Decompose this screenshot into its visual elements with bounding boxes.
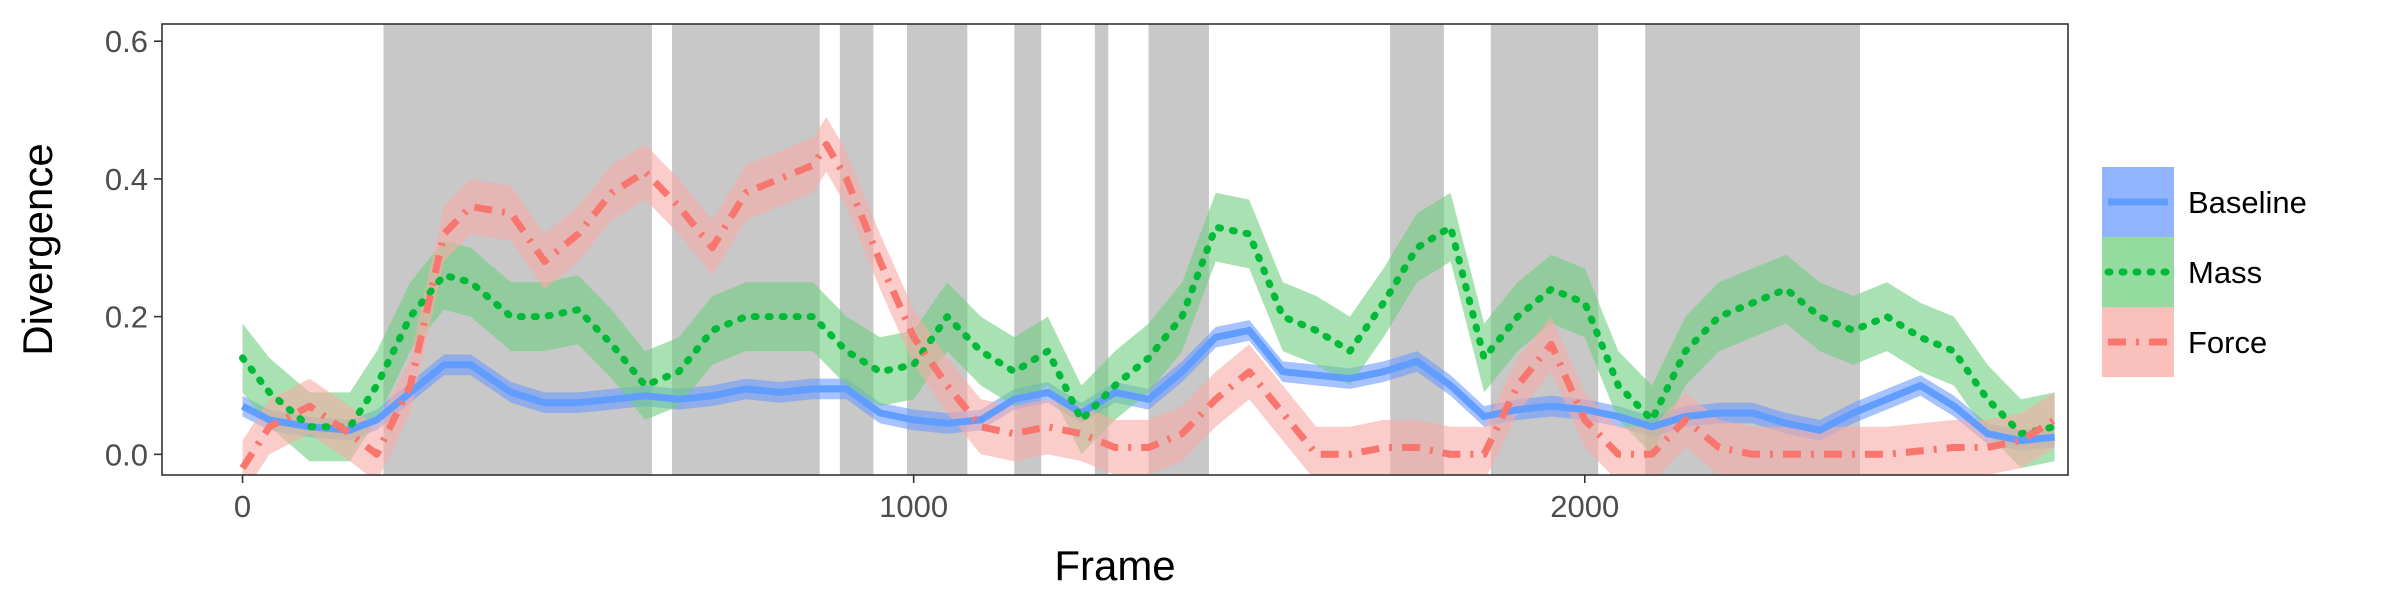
y-axis-title: Divergence xyxy=(14,143,61,355)
x-tick-label: 2000 xyxy=(1550,489,1619,524)
legend-label-baseline: Baseline xyxy=(2188,185,2307,220)
y-tick-label: 0.6 xyxy=(105,24,148,59)
mass-line xyxy=(239,223,2059,438)
legend-label-mass: Mass xyxy=(2188,255,2262,290)
force-line xyxy=(239,141,2057,471)
y-tick-label: 0.2 xyxy=(105,300,148,335)
y-tick-label: 0.0 xyxy=(105,437,148,472)
x-tick-label: 0 xyxy=(234,489,251,524)
y-tick-label: 0.4 xyxy=(105,162,148,197)
panel-border xyxy=(161,23,2069,476)
baseline-line xyxy=(240,326,2055,445)
legend: Baseline Mass Force xyxy=(2102,167,2307,377)
plot-area xyxy=(161,23,2069,476)
x-axis-title: Frame xyxy=(1054,542,1175,589)
plot-content xyxy=(239,24,2059,475)
axes: Frame Divergence 0 1000 2000 0.0 0.2 0.4 0.6 xyxy=(14,24,1619,589)
mass-band xyxy=(242,192,2055,469)
legend-label-force: Force xyxy=(2188,325,2267,360)
force-band xyxy=(242,117,2055,475)
x-tick-label: 1000 xyxy=(879,489,948,524)
